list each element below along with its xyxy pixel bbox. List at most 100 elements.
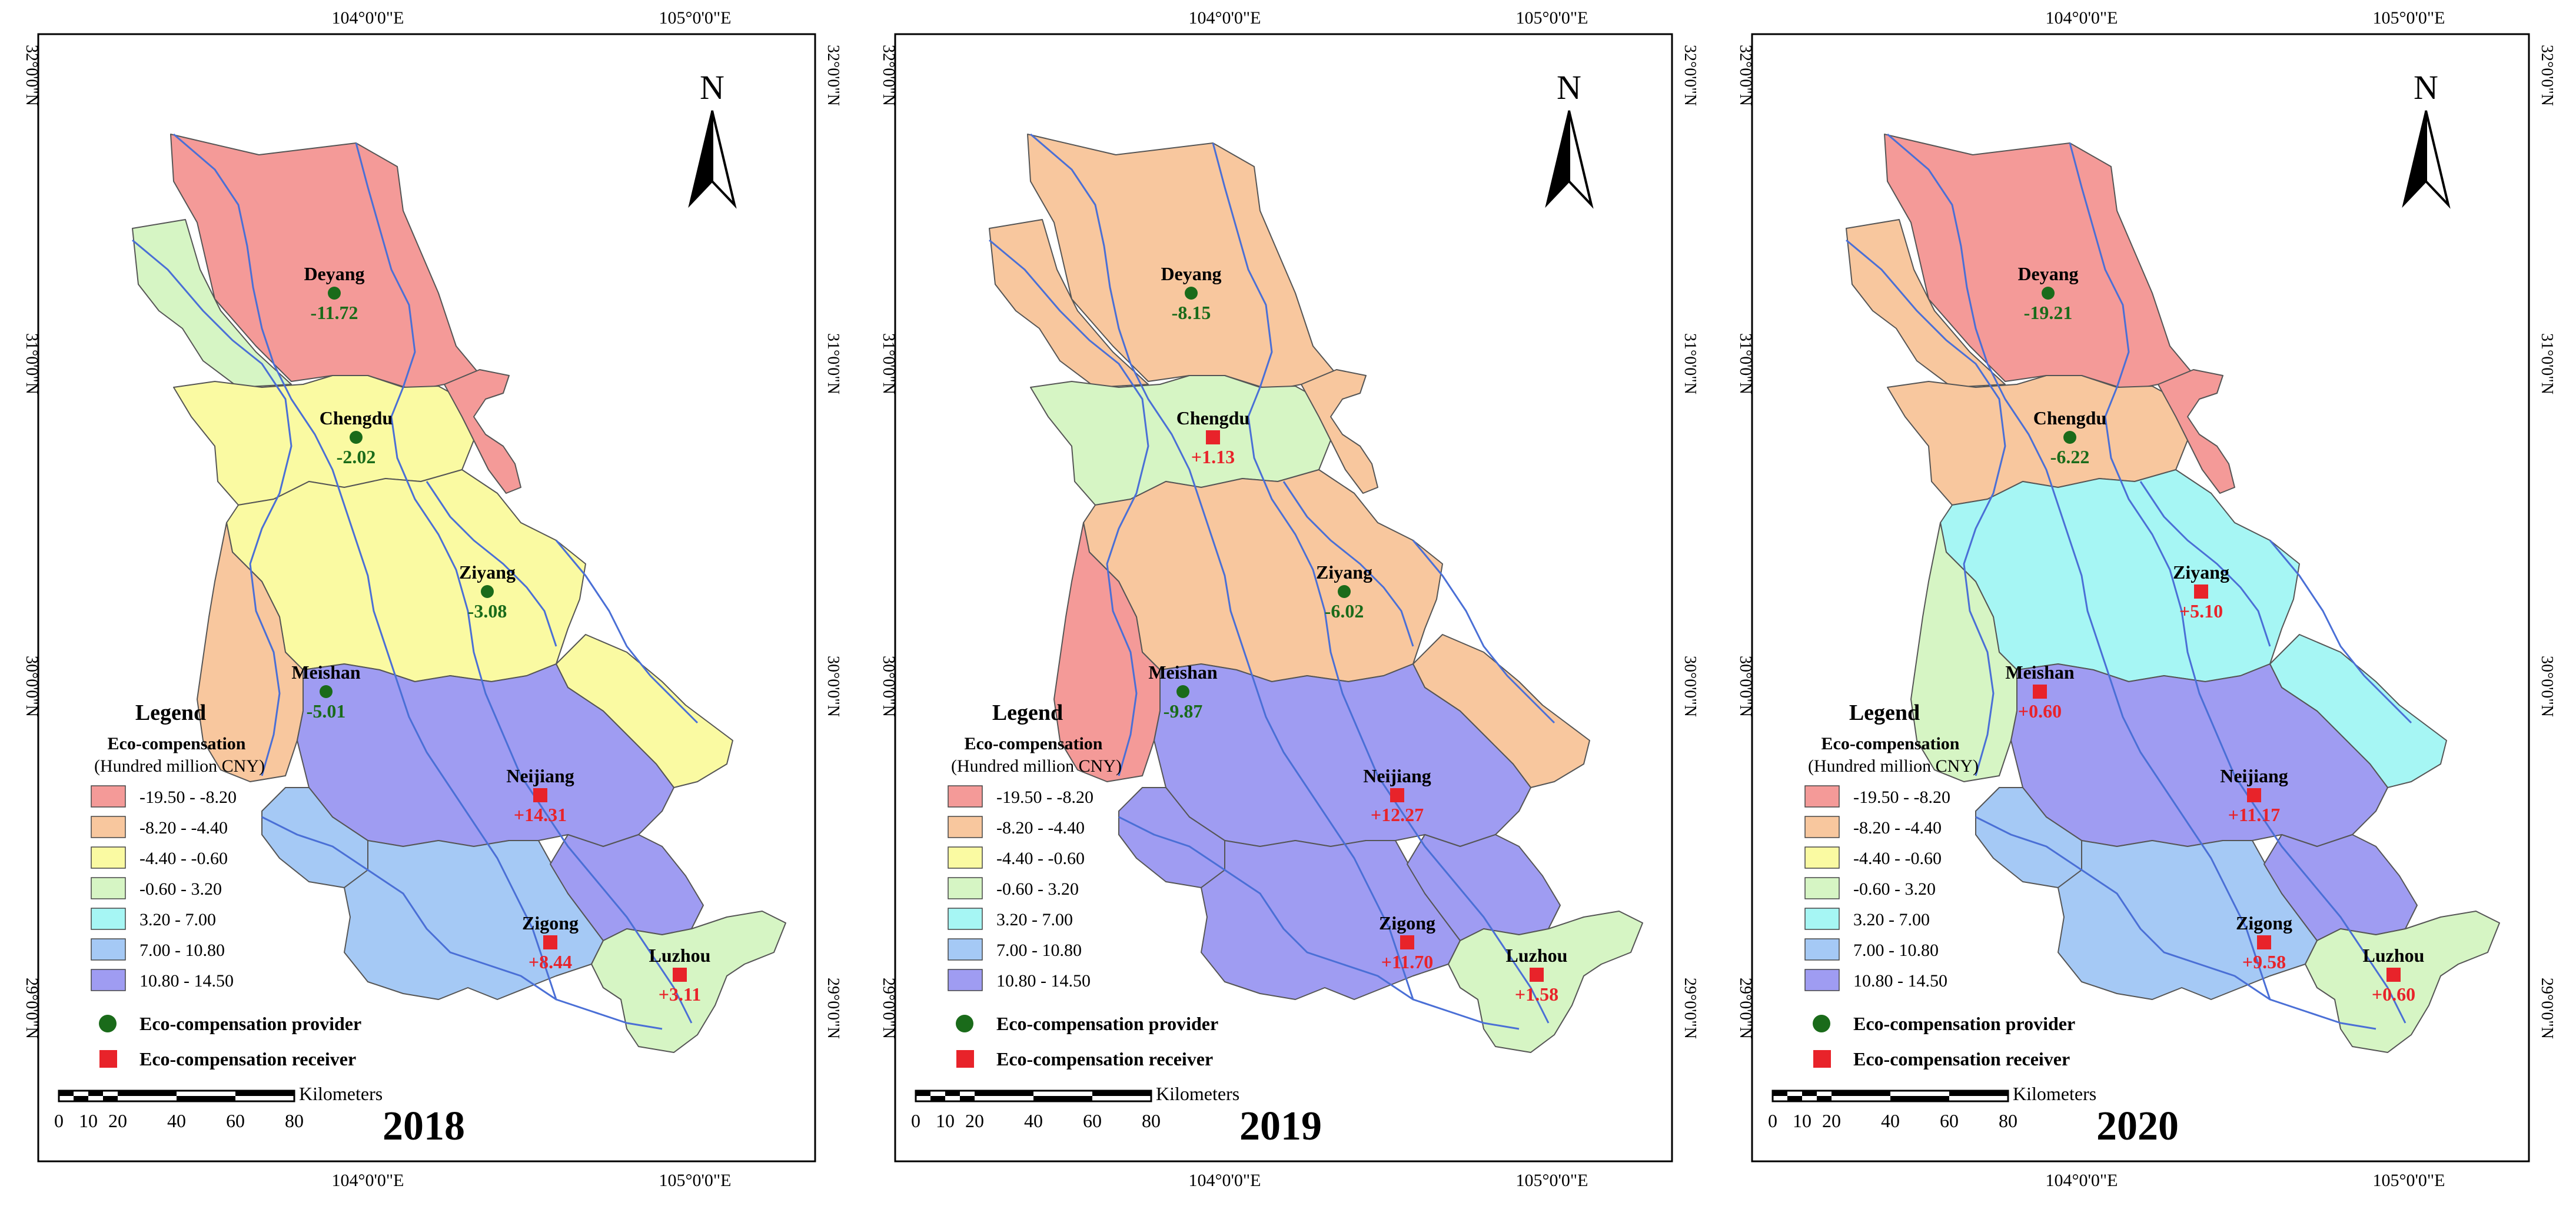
scale-bar-outline bbox=[1771, 1090, 2009, 1102]
scale-bar-segment-alt bbox=[1832, 1096, 1890, 1101]
top-tick-label: 105°0'0"E bbox=[1516, 8, 1588, 28]
top-tick-label: 104°0'0"E bbox=[332, 8, 404, 28]
north-arrow-icon-half bbox=[2425, 110, 2451, 209]
scale-bar-segment-alt bbox=[177, 1091, 235, 1096]
river-line bbox=[2269, 540, 2412, 724]
provider-legend-icon bbox=[1813, 1015, 1830, 1032]
legend-class-label: -0.60 - 3.20 bbox=[139, 879, 222, 899]
river-line bbox=[173, 133, 557, 1000]
scale-bar-segment bbox=[74, 1096, 88, 1101]
city-value-label: +8.44 bbox=[529, 951, 572, 972]
legend-swatch bbox=[948, 785, 983, 808]
scale-bar-tick: 80 bbox=[285, 1110, 304, 1131]
year-label: 2020 bbox=[2096, 1104, 2179, 1149]
receiver-marker-icon bbox=[1390, 788, 1404, 802]
right-tick-label: 31°0'0"N bbox=[1681, 333, 1699, 394]
receiver-legend-icon bbox=[956, 1050, 974, 1068]
bottom-tick-label: 104°0'0"E bbox=[1189, 1171, 1261, 1190]
city-value-label: -3.08 bbox=[468, 600, 507, 622]
north-arrow-icon-half bbox=[1568, 110, 1594, 209]
scale-bar-segment-alt bbox=[1787, 1091, 1802, 1096]
legend-swatch bbox=[1804, 969, 1840, 991]
receiver-marker-icon bbox=[2386, 968, 2401, 982]
scale-bar-tick: 40 bbox=[1024, 1110, 1043, 1131]
scale-bar-segment-alt bbox=[235, 1096, 294, 1101]
legend-subtitle: Eco-compensation bbox=[1822, 734, 1960, 753]
legend-swatch bbox=[91, 938, 126, 961]
scale-bar-segment-alt bbox=[103, 1091, 118, 1096]
provider-marker-icon bbox=[1185, 287, 1198, 300]
city-name-label: Zigong bbox=[2236, 912, 2292, 934]
city-value-label: -19.21 bbox=[2024, 302, 2073, 323]
year-label: 2019 bbox=[1239, 1104, 1322, 1149]
right-tick-label: 30°0'0"N bbox=[824, 656, 842, 717]
legend-class-label: -4.40 - -0.60 bbox=[1853, 849, 1942, 868]
region-zigong bbox=[1201, 840, 1461, 1000]
scale-bar-segment bbox=[1890, 1096, 1949, 1101]
scale-bar-segment-alt bbox=[1033, 1091, 1092, 1096]
legend-swatch bbox=[948, 938, 983, 961]
scale-bar-segment bbox=[916, 1091, 930, 1096]
river-line bbox=[355, 142, 693, 1024]
region-luzhou bbox=[591, 911, 786, 1053]
scale-bar-tick: 40 bbox=[167, 1110, 186, 1131]
city-name-label: Chengdu bbox=[320, 407, 393, 429]
scale-bar-segment bbox=[1033, 1096, 1092, 1101]
river-line bbox=[2069, 142, 2407, 1024]
scale-bar-tick: 20 bbox=[108, 1110, 127, 1131]
city-name-label: Deyang bbox=[2017, 263, 2078, 284]
city-value-label: -11.72 bbox=[311, 302, 358, 323]
legend-class-label: -19.50 - -8.20 bbox=[1853, 788, 1950, 807]
city-name-label: Chengdu bbox=[1176, 407, 1250, 429]
right-tick-label: 32°0'0"N bbox=[2538, 45, 2556, 106]
region-spur bbox=[1301, 369, 1378, 494]
right-tick-label: 29°0'0"N bbox=[1681, 978, 1699, 1039]
city-name-label: Neijiang bbox=[506, 765, 574, 786]
left-tick-label: 29°0'0"N bbox=[879, 978, 898, 1039]
scale-bar-segment bbox=[59, 1091, 74, 1096]
scale-bar-segment-alt bbox=[916, 1096, 930, 1101]
legend-class-label: -0.60 - 3.20 bbox=[1853, 879, 1936, 899]
receiver-legend-icon bbox=[1813, 1050, 1831, 1068]
receiver-marker-icon bbox=[543, 935, 557, 949]
receiver-marker-icon bbox=[2247, 788, 2261, 802]
scale-bar-segment bbox=[1832, 1091, 1890, 1096]
scale-bar-tick: 60 bbox=[1940, 1110, 1959, 1131]
scale-bar-tick: 10 bbox=[79, 1110, 98, 1131]
top-tick-label: 104°0'0"E bbox=[1189, 8, 1261, 28]
legend-swatch bbox=[91, 877, 126, 899]
river-line bbox=[1118, 816, 1520, 1030]
region-north bbox=[1846, 219, 2006, 388]
city-name-label: Meishan bbox=[291, 662, 361, 683]
region-luzhou bbox=[1448, 911, 1643, 1053]
left-tick-label: 32°0'0"N bbox=[879, 45, 898, 106]
scale-bar-segment bbox=[1817, 1096, 1832, 1101]
city-name-label: Meishan bbox=[1148, 662, 1218, 683]
river-line bbox=[1887, 133, 2271, 1000]
legend-swatch bbox=[948, 908, 983, 930]
legend-swatch bbox=[948, 846, 983, 869]
scale-bar-segment bbox=[1773, 1091, 1787, 1096]
map-panel-2019: 104°0'0"E 105°0'0"E 104°0'0"E 105°0'0"E 32°0… bbox=[879, 8, 1699, 1190]
scale-bar-tick: 60 bbox=[226, 1110, 245, 1131]
legend-subtitle: Eco-compensation bbox=[108, 734, 246, 753]
receiver-marker-icon bbox=[2257, 935, 2271, 949]
north-arrow-label: N bbox=[2414, 68, 2438, 107]
receiver-legend-label: Eco-compensation receiver bbox=[996, 1048, 1213, 1070]
river-line bbox=[2139, 481, 2271, 647]
legend-class-label: 7.00 - 10.80 bbox=[139, 941, 225, 960]
scale-bar-segment-alt bbox=[59, 1096, 74, 1101]
scale-bar-segment-alt bbox=[1092, 1096, 1151, 1101]
legend-class-label: 3.20 - 7.00 bbox=[1853, 910, 1930, 929]
provider-marker-icon bbox=[481, 585, 494, 598]
city-value-label: +0.60 bbox=[2372, 984, 2415, 1005]
receiver-legend-label: Eco-compensation receiver bbox=[1853, 1048, 2070, 1070]
city-value-label: +1.58 bbox=[1515, 984, 1558, 1005]
receiver-marker-icon bbox=[2033, 685, 2047, 699]
scale-bar-segment-alt bbox=[1890, 1091, 1949, 1096]
legend-unit: (Hundred million CNY) bbox=[1808, 756, 1979, 776]
region-north bbox=[132, 219, 292, 388]
legend-class-label: 10.80 - 14.50 bbox=[139, 971, 234, 991]
legend-swatch bbox=[1804, 816, 1840, 838]
